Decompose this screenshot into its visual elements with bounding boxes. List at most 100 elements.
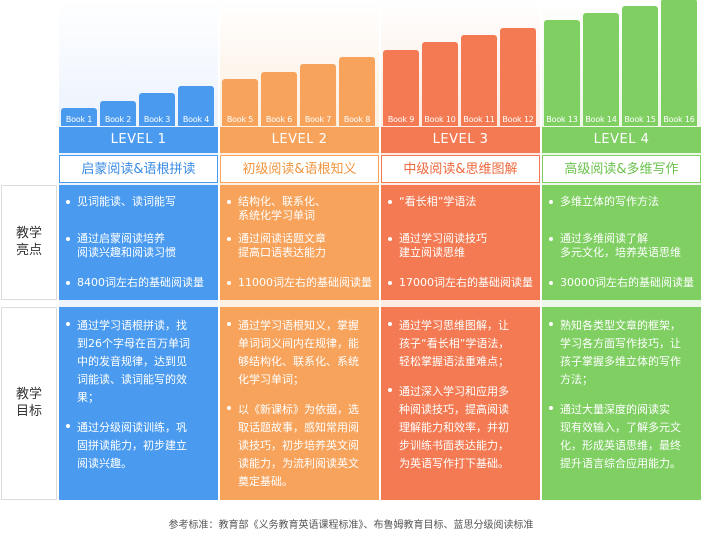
highlight-item: 通过启蒙阅读培养 阅读兴趣和阅读习惯 (66, 232, 212, 260)
book-bar: Book 2 (100, 100, 136, 126)
goal-line: 词能读、读词能写的效 (77, 373, 187, 386)
book-bar: Book 12 (500, 27, 536, 126)
goal-line: 通过学习语根知义，掌握 (238, 319, 359, 332)
goal-line: 中的发音规律，达到见 (77, 355, 187, 368)
highlight-item: 结构化、联系化、 系统化学习单词 (227, 195, 373, 223)
goal-line: 奠定基础。 (238, 475, 293, 488)
goal-line: 孩子“看长相”学语法， (399, 337, 510, 350)
goal-line: 通过学习思维图解，让 (399, 319, 509, 332)
highlight-item: 30000词左右的基础阅读量 (549, 276, 695, 290)
goal-line: 学习各方面写作技巧，让 (560, 337, 681, 350)
side-label-highlights: 教学 亮点 (1, 185, 57, 300)
level-4-title: LEVEL 4 (542, 127, 701, 153)
highlight-item: 见词能读、读词能写 (66, 195, 212, 209)
level-1-highlights: 见词能读、读词能写 通过启蒙阅读培养 阅读兴趣和阅读习惯 8400词左右的基础阅读量 (59, 185, 218, 300)
highlight-line: 通过学习阅读技巧 (399, 232, 487, 245)
level-2-goals: 通过学习语根知义，掌握 单词词义间内在规律，能 够结构化、联系化、系统 化学习单词； 以… (220, 307, 379, 500)
goal-line: 果； (77, 391, 99, 404)
goal-line: 阅读兴趣。 (77, 457, 132, 470)
book-label: Book 8 (343, 115, 371, 124)
level-2-subtitle: 初级阅读&语根知义 (220, 155, 379, 183)
goal-line: 种阅读技巧，提高阅读 (399, 403, 509, 416)
highlight-item: 11000词左右的基础阅读量 (227, 276, 373, 290)
goal-item: 通过学习语根拼读，找 到26个字母在百万单词 中的发音规律，达到见 词能读、读词能写的… (66, 317, 212, 407)
highlight-line: 11000词左右的基础阅读量 (238, 276, 372, 289)
goal-line: 通过大量深度的阅读实 (560, 403, 670, 416)
book-label: Book 9 (387, 115, 415, 124)
goal-item: 通过学习思维图解，让 孩子“看长相”学语法， 轻松掌握语法重难点； (388, 317, 534, 371)
book-label: Book 11 (463, 115, 495, 124)
goal-line: 方法； (560, 373, 593, 386)
footer-reference: 参考标准：教育部《义务教育英语课程标准》、布鲁姆教育目标、蓝思分级阅读标准 (168, 520, 534, 531)
goal-line: 单词词义间内在规律，能 (238, 337, 359, 350)
highlight-item: 通过阅读话题文章 提高口语表达能力 (227, 232, 373, 260)
book-label: Book 5 (226, 115, 254, 124)
book-bar: Book 6 (261, 71, 297, 126)
level-3-goals: 通过学习思维图解，让 孩子“看长相”学语法， 轻松掌握语法重难点； 通过深入学习和应用… (381, 307, 540, 500)
highlight-item: 8400词左右的基础阅读量 (66, 276, 212, 290)
goal-line: 通过学习语根拼读，找 (77, 319, 187, 332)
highlight-line: 见词能读、读词能写 (77, 195, 176, 208)
highlight-item: 通过学习阅读技巧 建立阅读思维 (388, 232, 534, 260)
level-2-title: LEVEL 2 (220, 127, 379, 153)
book-label: Book 2 (104, 115, 132, 124)
highlight-line: 通过启蒙阅读培养 (77, 232, 165, 245)
goal-item: 通过分级阅读训练，巩 固拼读能力，初步建立 阅读兴趣。 (66, 419, 212, 473)
side-label-goals-line2: 目标 (15, 404, 42, 419)
goal-line: 步训练书面表达能力， (399, 439, 509, 452)
level-2-books: Book 5 Book 6 Book 7 Book 8 (220, 0, 379, 126)
level-3-subtitle: 中级阅读&思维图解 (381, 155, 540, 183)
goal-line: 读能力，为流利阅读英文 (238, 457, 359, 470)
level-3-highlights: “看长相”学语法通过学习阅读技巧 建立阅读思维 17000词左右的基础阅读量 (381, 185, 540, 300)
goal-line: 现有效输入，了解多元文 (560, 421, 681, 434)
book-label: Book 1 (65, 115, 93, 124)
book-bar: Book 16 (661, 0, 697, 126)
highlight-line: 结构化、联系化、 (238, 195, 326, 208)
highlight-line: 多维立体的写作方法 (560, 195, 659, 208)
book-bar: Book 9 (383, 49, 419, 126)
goal-line: 够结构化、联系化、系统 (238, 355, 359, 368)
highlight-item: 17000词左右的基础阅读量 (388, 276, 534, 290)
goal-line: 化学习单词； (238, 373, 304, 386)
goal-line: 化，形成英语思维，最终 (560, 439, 681, 452)
level-4-highlights: 多维立体的写作方法 通过多维阅读了解 多元文化，培养英语思维 30000词左右的基础阅… (542, 185, 701, 300)
highlight-line: 提高口语表达能力 (238, 246, 326, 259)
goal-line: 通过分级阅读训练，巩 (77, 421, 187, 434)
level-3-title: LEVEL 3 (381, 127, 540, 153)
book-label: Book 10 (424, 115, 456, 124)
book-bar: Book 13 (544, 20, 580, 126)
goal-line: 到26个字母在百万单词 (77, 337, 190, 350)
highlight-line: 通过阅读话题文章 (238, 232, 326, 245)
highlight-line: 多元文化，培养英语思维 (560, 246, 681, 259)
book-label: Book 15 (624, 115, 656, 124)
book-label: Book 6 (265, 115, 293, 124)
highlight-line: 通过多维阅读了解 (560, 232, 648, 245)
highlight-line: 阅读兴趣和阅读习惯 (77, 246, 176, 259)
highlight-line: 8400词左右的基础阅读量 (77, 276, 204, 289)
goal-line: 取话题故事，感知常用阅 (238, 421, 359, 434)
highlight-line: 17000词左右的基础阅读量 (399, 276, 533, 289)
level-4-books: Book 13 Book 14 Book 15 Book 16 (542, 0, 701, 126)
side-label-goals-line1: 教学 (15, 387, 42, 402)
goal-item: 通过深入学习和应用多 种阅读技巧，提高阅读 理解能力和效率，并初 步训练书面表达能力，… (388, 383, 534, 473)
highlight-line: 系统化学习单词 (238, 209, 315, 222)
goal-line: 读技巧，初步培养英文阅 (238, 439, 359, 452)
book-bar: Book 7 (300, 64, 336, 126)
book-label: Book 7 (304, 115, 332, 124)
level-1-subtitle: 启蒙阅读&语根拼读 (59, 155, 218, 183)
book-label: Book 4 (182, 115, 210, 124)
level-3-books: Book 9 Book 10 Book 11 Book 12 (381, 0, 540, 126)
side-label-highlights-line2: 亮点 (15, 243, 42, 258)
highlight-item: 多维立体的写作方法 (549, 195, 695, 209)
book-bar: Book 10 (422, 42, 458, 126)
goal-item: 通过学习语根知义，掌握 单词词义间内在规律，能 够结构化、联系化、系统 化学习单词； (227, 317, 373, 389)
side-label-goals: 教学 目标 (1, 307, 57, 500)
goal-line: 理解能力和效率，并初 (399, 421, 509, 434)
book-bar: Book 8 (339, 56, 375, 126)
book-label: Book 14 (585, 115, 617, 124)
highlight-line: “看长相”学语法 (399, 195, 477, 208)
goal-line: 以《新课标》为依据，选 (238, 403, 359, 416)
highlight-item: 通过多维阅读了解 多元文化，培养英语思维 (549, 232, 695, 260)
book-bar: Book 1 (61, 108, 97, 126)
goal-line: 熟知各类型文章的框架， (560, 319, 681, 332)
